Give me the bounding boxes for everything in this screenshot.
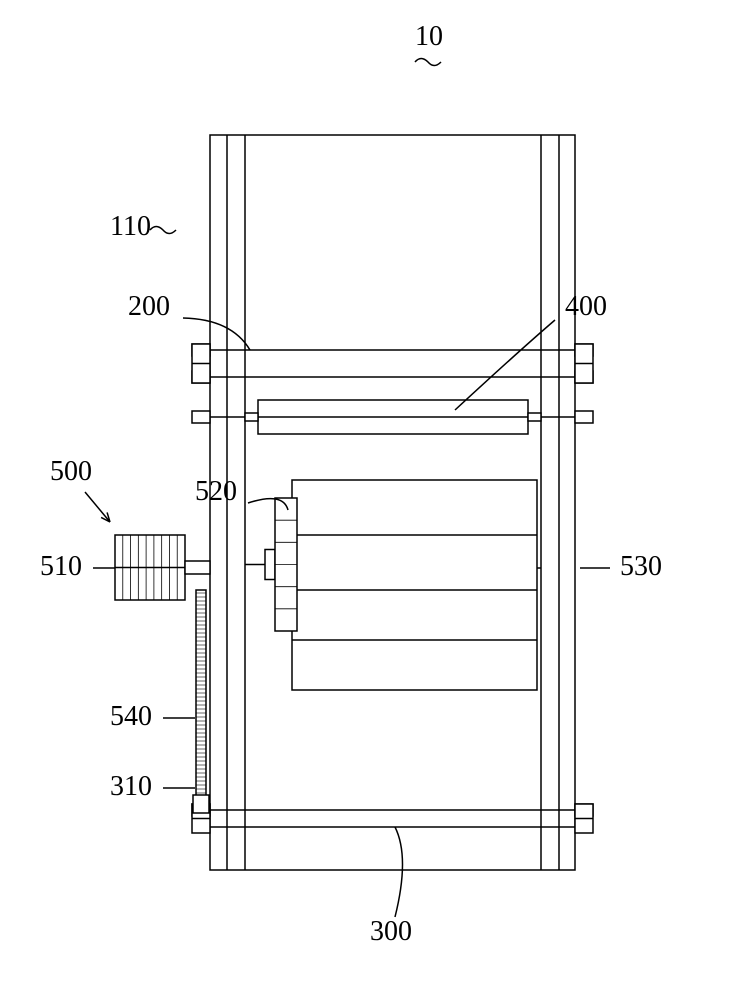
ref-label-520: 520 (195, 476, 237, 507)
ref-label-10: 10 (415, 21, 443, 52)
ref-label-400: 400 (565, 291, 607, 322)
ref-label-540: 540 (110, 701, 152, 732)
ref-label-110: 110 (110, 211, 151, 242)
ref-label-300: 300 (370, 916, 412, 947)
ref-label-510: 510 (40, 551, 82, 582)
technical-diagram: 10 110 200 400 500 520 510 530 540 310 300 (0, 0, 731, 1000)
ref-label-530: 530 (620, 551, 662, 582)
ref-label-200: 200 (128, 291, 170, 322)
ref-label-500: 500 (50, 456, 92, 487)
ref-label-310: 310 (110, 771, 152, 802)
